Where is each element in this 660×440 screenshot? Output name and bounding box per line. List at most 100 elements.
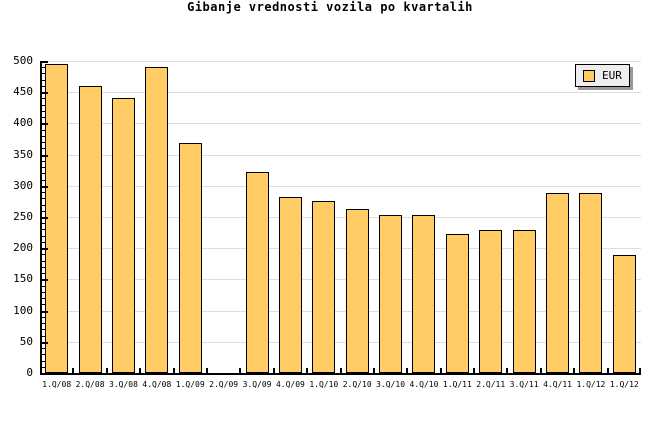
x-axis-label: 3.Q/09 — [242, 380, 272, 389]
y-tick-minor — [42, 98, 46, 100]
x-axis-label: 3.Q/08 — [109, 380, 138, 389]
y-tick-minor — [42, 110, 46, 112]
x-axis-label: 4.Q/09 — [275, 380, 305, 389]
x-axis-label: 1.Q/12 — [576, 380, 606, 389]
x-axis-label: 4.Q/10 — [409, 380, 439, 389]
x-axis-label: 3.Q/10 — [376, 380, 406, 389]
y-tick-minor — [42, 291, 46, 293]
y-tick-minor — [42, 167, 46, 169]
x-axis-label: 2.Q/08 — [75, 380, 105, 389]
bar — [245, 172, 269, 373]
bar — [145, 67, 169, 373]
y-tick-minor — [42, 73, 46, 75]
bar — [579, 193, 603, 373]
legend-label: EUR — [602, 68, 622, 82]
x-axis-labels: 1.Q/08 2.Q/08 3.Q/08 4.Q/08 1.Q/09 2.Q/09 3.Q/… — [40, 379, 641, 393]
y-tick-minor — [42, 273, 46, 275]
y-tick-minor — [42, 298, 46, 300]
y-tick-minor — [42, 148, 46, 150]
x-tick — [172, 368, 175, 373]
x-tick — [606, 368, 609, 373]
x-axis-label: 4.Q/11 — [543, 380, 572, 389]
y-tick-minor — [42, 67, 46, 69]
x-tick — [272, 368, 275, 373]
y-tick-minor — [42, 117, 46, 119]
y-axis-label: 500 — [13, 54, 33, 67]
x-tick — [539, 368, 542, 373]
y-tick-minor — [42, 348, 46, 350]
x-tick — [439, 368, 442, 373]
y-tick-major — [42, 373, 48, 375]
y-tick-minor — [42, 229, 46, 231]
y-tick-major — [42, 310, 48, 313]
x-tick — [473, 368, 476, 373]
y-tick-minor — [42, 85, 46, 87]
gridline — [40, 248, 641, 250]
bar — [612, 255, 636, 373]
plot-area — [40, 61, 641, 375]
x-tick — [139, 368, 142, 373]
y-tick-minor — [42, 366, 46, 368]
gridline — [40, 154, 641, 156]
x-axis-label: 1.Q/09 — [175, 380, 205, 389]
y-tick-major — [42, 248, 48, 251]
gridline — [40, 310, 641, 312]
y-tick-minor — [42, 192, 46, 194]
bar — [412, 214, 436, 373]
x-tick — [205, 368, 208, 373]
gridline — [40, 279, 641, 281]
x-axis-label: 4.Q/08 — [142, 380, 172, 389]
x-tick — [339, 368, 342, 373]
y-axis-label: 100 — [13, 303, 33, 317]
x-axis-label: 2.Q/09 — [209, 380, 239, 389]
gridline — [40, 123, 641, 125]
y-axis-label: 200 — [13, 241, 33, 255]
y-tick-minor — [42, 129, 46, 131]
y-tick-minor — [42, 210, 46, 212]
y-tick-minor — [42, 254, 46, 256]
y-tick-minor — [42, 79, 46, 81]
y-tick-minor — [42, 260, 46, 262]
y-axis-label: 50 — [19, 334, 33, 348]
y-tick-minor — [42, 285, 46, 287]
y-tick-minor — [42, 223, 46, 225]
x-axis-label: 1.Q/10 — [309, 380, 339, 389]
bar — [178, 143, 202, 373]
bar — [111, 98, 135, 373]
y-axis-label: 400 — [13, 116, 33, 130]
chart-title: Gibanje vrednosti vozila po kvartalih — [187, 0, 473, 14]
legend-swatch-icon — [583, 69, 595, 82]
x-tick — [639, 368, 641, 373]
bar — [278, 197, 302, 373]
bar — [379, 214, 403, 373]
x-axis-line — [40, 373, 641, 375]
y-tick-major — [42, 341, 48, 344]
y-tick-minor — [42, 198, 46, 200]
y-axis-label: 150 — [13, 272, 33, 286]
y-tick-major — [42, 279, 48, 282]
x-tick — [105, 368, 108, 373]
x-axis-label: 2.Q/11 — [476, 380, 506, 389]
gridline — [40, 61, 641, 62]
y-axis-label: 0 — [26, 366, 33, 379]
gridline — [40, 341, 641, 343]
y-tick-major — [42, 61, 48, 63]
bar — [512, 230, 536, 373]
y-tick-minor — [42, 135, 46, 137]
y-tick-minor — [42, 316, 46, 318]
bar — [345, 208, 369, 373]
y-axis-label: 300 — [13, 178, 33, 192]
x-tick — [372, 368, 375, 373]
y-tick-minor — [42, 179, 46, 181]
legend: EUR — [575, 64, 630, 87]
y-tick-major — [42, 217, 48, 219]
bar — [445, 234, 469, 373]
y-axis-line — [40, 61, 42, 375]
y-tick-minor — [42, 235, 46, 237]
x-tick — [406, 368, 409, 373]
gridline — [40, 185, 641, 187]
y-tick-minor — [42, 329, 46, 331]
bar — [546, 193, 570, 373]
y-axis-labels: 0 50 100 150 200 250 300 350 400 450 500 — [0, 55, 33, 379]
y-tick-major — [42, 154, 48, 157]
